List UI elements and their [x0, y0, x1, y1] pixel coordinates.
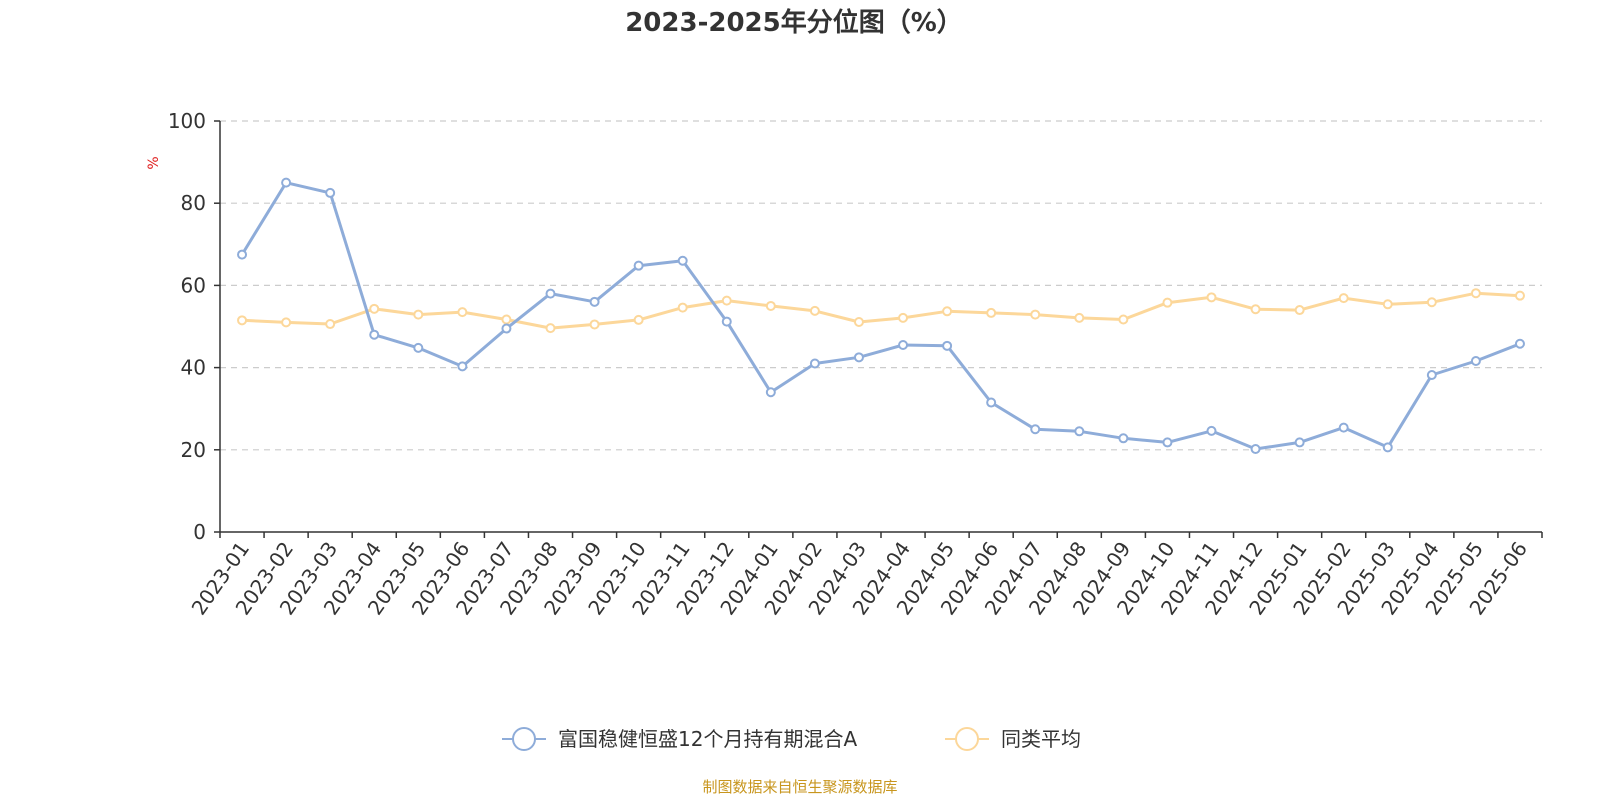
data-point-0-2023-10[interactable]	[633, 260, 644, 271]
data-point-0-2025-05[interactable]	[1470, 356, 1481, 367]
legend: 富国稳健恒盛12个月持有期混合A 同类平均	[502, 727, 1081, 751]
data-point-0-2024-06[interactable]	[986, 397, 997, 408]
y-axis-unit-label: %	[146, 156, 162, 169]
data-point-1-2024-01[interactable]	[765, 300, 776, 311]
data-point-1-2024-06[interactable]	[986, 307, 997, 318]
data-point-1-2023-11[interactable]	[677, 302, 688, 313]
chart-title: 2023-2025年分位图（%）	[625, 7, 963, 38]
data-point-0-2023-11[interactable]	[677, 255, 688, 266]
legend-marker-series-b	[955, 727, 979, 751]
data-point-1-2024-04[interactable]	[898, 312, 909, 323]
data-point-0-2024-11[interactable]	[1206, 425, 1217, 436]
data-point-1-2023-05[interactable]	[413, 309, 424, 320]
data-point-0-2024-04[interactable]	[898, 339, 909, 350]
data-point-0-2023-03[interactable]	[325, 187, 336, 198]
y-tick-label-80: 80	[181, 191, 206, 215]
data-point-0-2023-07[interactable]	[501, 323, 512, 334]
y-tick-label-0: 0	[193, 520, 206, 544]
axes: 0204060801002023-012023-022023-032023-04…	[168, 109, 1543, 619]
data-point-1-2023-10[interactable]	[633, 314, 644, 325]
data-point-0-2025-01[interactable]	[1294, 437, 1305, 448]
y-tick-label-60: 60	[181, 273, 206, 297]
data-point-0-2023-04[interactable]	[369, 329, 380, 340]
data-point-0-2023-09[interactable]	[589, 296, 600, 307]
data-point-0-2023-01[interactable]	[237, 249, 248, 260]
data-point-1-2024-07[interactable]	[1030, 309, 1041, 320]
data-point-0-2024-08[interactable]	[1074, 426, 1085, 437]
data-point-0-2024-12[interactable]	[1250, 443, 1261, 454]
data-point-1-2024-03[interactable]	[853, 316, 864, 327]
legend-label-series-a: 富国稳健恒盛12个月持有期混合A	[558, 727, 857, 751]
data-point-0-2023-05[interactable]	[413, 342, 424, 353]
y-tick-label-100: 100	[168, 109, 206, 133]
data-point-0-2023-06[interactable]	[457, 361, 468, 372]
data-point-1-2023-09[interactable]	[589, 319, 600, 330]
data-point-1-2025-01[interactable]	[1294, 305, 1305, 316]
series-line-0	[240, 181, 1521, 451]
data-point-1-2023-01[interactable]	[237, 315, 248, 326]
grid-lines	[220, 120, 1542, 451]
data-point-1-2023-12[interactable]	[721, 295, 732, 306]
legend-label-series-b: 同类平均	[1001, 727, 1081, 751]
data-point-1-2024-02[interactable]	[809, 305, 820, 316]
series-lines	[237, 177, 1525, 454]
data-point-0-2023-02[interactable]	[281, 177, 292, 188]
legend-item-series-a[interactable]: 富国稳健恒盛12个月持有期混合A	[502, 727, 857, 751]
data-point-1-2023-02[interactable]	[281, 317, 292, 328]
data-point-1-2023-08[interactable]	[545, 323, 556, 334]
data-point-0-2025-03[interactable]	[1382, 442, 1393, 453]
data-point-1-2023-06[interactable]	[457, 307, 468, 318]
series-0	[237, 177, 1525, 454]
data-point-0-2024-09[interactable]	[1118, 433, 1129, 444]
data-point-1-2025-05[interactable]	[1470, 288, 1481, 299]
series-1	[237, 288, 1525, 334]
data-point-0-2024-03[interactable]	[853, 352, 864, 363]
data-point-0-2024-07[interactable]	[1030, 424, 1041, 435]
data-point-1-2023-04[interactable]	[369, 303, 380, 314]
series-line-1	[241, 291, 1521, 330]
data-point-0-2024-05[interactable]	[942, 340, 953, 351]
data-point-0-2024-02[interactable]	[809, 358, 820, 369]
y-tick-label-20: 20	[181, 438, 206, 462]
data-point-0-2025-04[interactable]	[1426, 369, 1437, 380]
data-point-0-2023-08[interactable]	[545, 288, 556, 299]
data-point-1-2024-05[interactable]	[942, 306, 953, 317]
data-point-1-2024-09[interactable]	[1118, 314, 1129, 325]
data-point-0-2024-01[interactable]	[765, 387, 776, 398]
data-point-1-2025-04[interactable]	[1426, 297, 1437, 308]
data-point-1-2023-03[interactable]	[325, 319, 336, 330]
data-point-1-2025-06[interactable]	[1514, 290, 1525, 301]
data-point-1-2024-11[interactable]	[1206, 292, 1217, 303]
legend-item-series-b[interactable]: 同类平均	[945, 727, 1081, 751]
data-point-1-2025-02[interactable]	[1338, 293, 1349, 304]
y-tick-label-40: 40	[181, 356, 206, 380]
data-point-0-2024-10[interactable]	[1162, 437, 1173, 448]
legend-marker-series-a	[512, 727, 536, 751]
data-point-1-2025-03[interactable]	[1382, 299, 1393, 310]
data-point-0-2023-12[interactable]	[721, 316, 732, 327]
data-point-0-2025-02[interactable]	[1338, 422, 1349, 433]
data-point-1-2023-07[interactable]	[501, 314, 512, 325]
data-point-1-2024-10[interactable]	[1162, 297, 1173, 308]
data-point-1-2024-12[interactable]	[1250, 304, 1261, 315]
data-point-0-2025-06[interactable]	[1514, 338, 1525, 349]
source-note: 制图数据来自恒生聚源数据库	[702, 778, 897, 796]
data-point-1-2024-08[interactable]	[1074, 312, 1085, 323]
